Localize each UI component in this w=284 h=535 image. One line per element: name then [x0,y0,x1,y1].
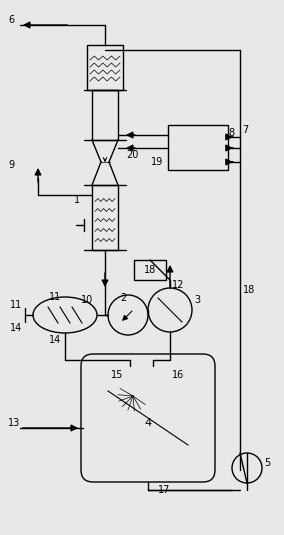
Text: 11: 11 [49,292,61,302]
Text: 15: 15 [111,370,123,380]
Bar [92,90,118,140]
Text: 3: 3 [194,295,200,305]
Text: 18: 18 [144,265,156,275]
Bar [168,125,228,170]
Text: 12: 12 [172,280,184,290]
Bar [92,185,118,250]
Text: 8: 8 [228,128,234,138]
Text: 14: 14 [49,335,61,345]
Bar [134,260,166,280]
Text: 6: 6 [8,15,14,25]
Text: 19: 19 [151,157,163,167]
Text: 9: 9 [8,160,14,170]
Text: 11: 11 [10,300,22,310]
Text: 18: 18 [243,285,255,295]
Text: 17: 17 [158,485,170,495]
Text: 13: 13 [8,418,20,428]
Text: 7: 7 [242,125,248,135]
Text: 10: 10 [81,295,93,305]
Text: 20: 20 [126,150,138,160]
Text: 16: 16 [172,370,184,380]
Text: 2: 2 [120,293,126,303]
Text: 1: 1 [74,195,80,205]
Text: 14: 14 [10,323,22,333]
Text: 5: 5 [264,458,270,468]
Bar [87,45,123,90]
Text: 4: 4 [145,418,152,428]
